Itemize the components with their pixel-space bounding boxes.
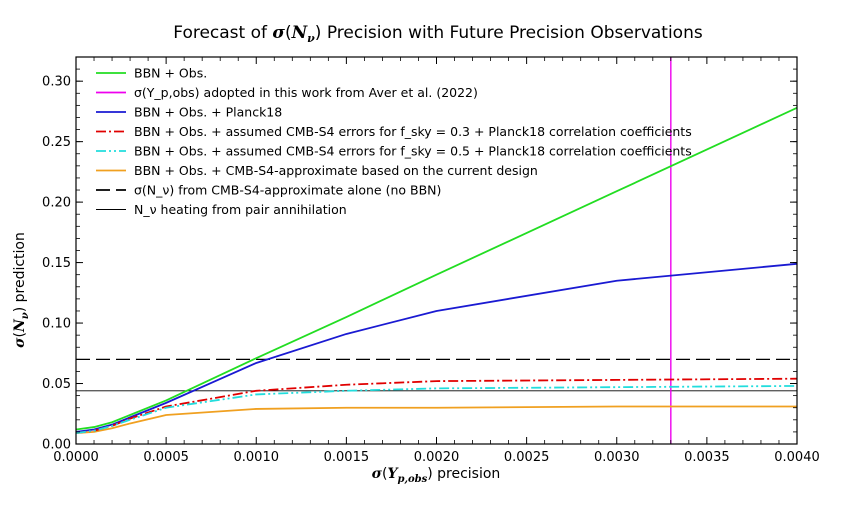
x-tick-label: 0.0005 [143, 450, 189, 465]
series-5-line [76, 405, 797, 435]
y-tick-label: 0.25 [42, 135, 71, 150]
x-tick-label: 0.0040 [774, 450, 820, 465]
legend-label-0: BBN + Obs. [134, 66, 207, 81]
x-tick-label: 0.0020 [414, 450, 460, 465]
x-tick-label: 0.0010 [234, 450, 280, 465]
x-tick-label: 0.0015 [324, 450, 370, 465]
chart-title: Forecast of σ(Nν) Precision with Future … [173, 23, 703, 45]
legend-label-1: σ(Y_p,obs) adopted in this work from Ave… [134, 85, 478, 100]
x-tick-label: 0.0030 [594, 450, 640, 465]
x-tick-label: 0.0000 [53, 450, 99, 465]
series-2-line [76, 262, 797, 433]
series-4-line [76, 385, 797, 435]
x-tick-label: 0.0025 [504, 450, 550, 465]
series-0-line [76, 106, 797, 431]
legend: BBN + Obs. σ(Y_p,obs) adopted in this wor… [96, 66, 692, 217]
legend-label-6: σ(N_ν) from CMB-S4-approximate alone (no… [134, 183, 441, 198]
axis-ticks: 0.0000 0.0005 0.0010 0.0015 0.0020 0.0025 0.00… [42, 56, 820, 465]
legend-label-2: BBN + Obs. + Planck18 [134, 105, 282, 120]
x-axis-label: σ(Yp,obs) precision [372, 466, 501, 485]
y-tick-label: 0.00 [42, 438, 71, 453]
y-tick-label: 0.20 [42, 196, 71, 211]
y-tick-label: 0.05 [42, 377, 71, 392]
legend-label-3: BBN + Obs. + assumed CMB-S4 errors for f… [134, 124, 692, 139]
x-tick-label: 0.0035 [684, 450, 730, 465]
legend-label-7: N_ν heating from pair annihilation [134, 202, 347, 217]
y-tick-label: 0.30 [42, 75, 71, 90]
y-tick-label: 0.15 [42, 256, 71, 271]
y-axis-label: σ(Nν) prediction [12, 232, 31, 348]
legend-label-4: BBN + Obs. + assumed CMB-S4 errors for f… [134, 144, 692, 159]
legend-label-5: BBN + Obs. + CMB-S4-approximate based on… [134, 163, 538, 178]
y-tick-label: 0.10 [42, 317, 71, 332]
